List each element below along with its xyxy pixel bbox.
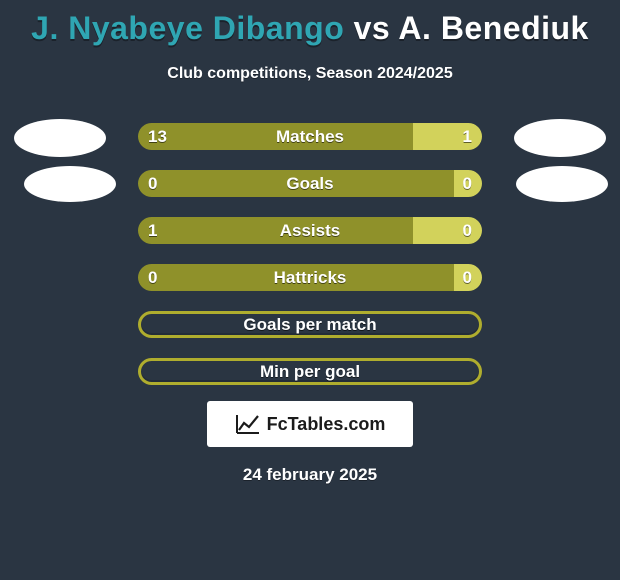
stat-bar: Min per goal	[138, 358, 482, 385]
stat-row: 00Goals	[0, 170, 620, 197]
player1-avatar	[24, 166, 116, 202]
chart-line-icon	[235, 413, 261, 435]
date-label: 24 february 2025	[0, 465, 620, 485]
stat-bar: Goals per match	[138, 311, 482, 338]
stat-bar: 00Hattricks	[138, 264, 482, 291]
player2-avatar	[516, 166, 608, 202]
source-badge[interactable]: FcTables.com	[207, 401, 413, 447]
comparison-title: J. Nyabeye Dibango vs A. Benediuk	[0, 0, 620, 47]
stat-row: Goals per match	[0, 311, 620, 338]
player1-name: J. Nyabeye Dibango	[31, 10, 344, 46]
stat-row: 131Matches	[0, 123, 620, 150]
stat-bar: 131Matches	[138, 123, 482, 150]
stat-label: Hattricks	[138, 264, 482, 291]
player2-name: A. Benediuk	[398, 10, 588, 46]
stat-label: Min per goal	[141, 361, 479, 382]
vs-text: vs	[354, 10, 391, 46]
stats-container: 131Matches 00Goals 10Assists 00Hattricks Goa…	[0, 123, 620, 385]
stat-row: 00Hattricks	[0, 264, 620, 291]
stat-bar: 10Assists	[138, 217, 482, 244]
stat-bar: 00Goals	[138, 170, 482, 197]
subtitle: Club competitions, Season 2024/2025	[0, 65, 620, 83]
stat-label: Goals per match	[141, 314, 479, 335]
player2-avatar	[514, 119, 606, 157]
player1-avatar	[14, 119, 106, 157]
stat-row: Min per goal	[0, 358, 620, 385]
stat-label: Assists	[138, 217, 482, 244]
badge-text: FcTables.com	[267, 414, 386, 435]
stat-label: Goals	[138, 170, 482, 197]
stat-row: 10Assists	[0, 217, 620, 244]
stat-label: Matches	[138, 123, 482, 150]
